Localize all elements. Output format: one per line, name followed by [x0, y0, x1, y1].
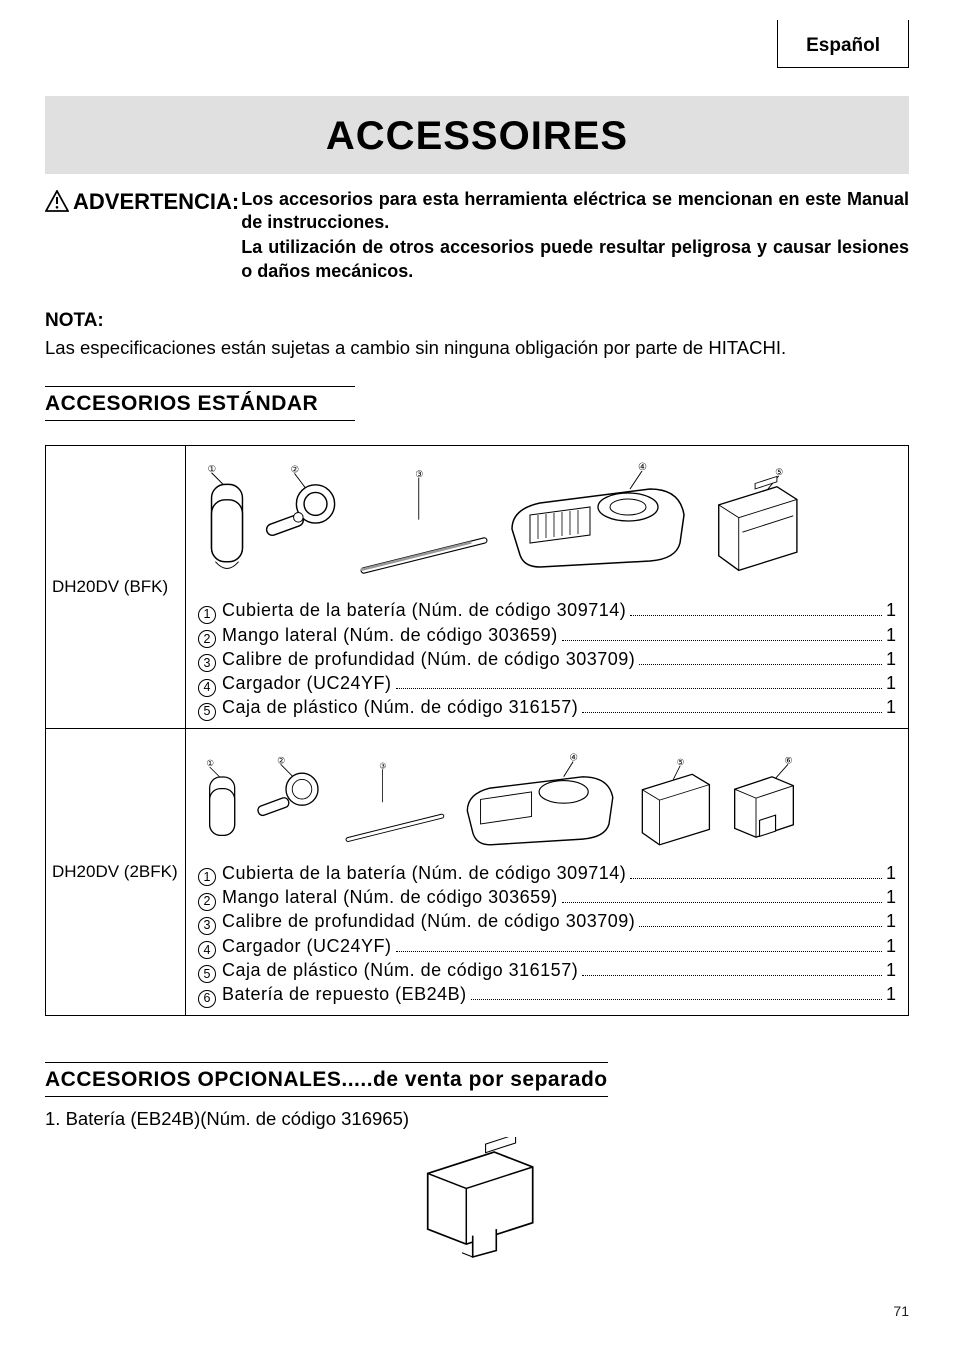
svg-text:②: ② — [277, 755, 285, 765]
list-item: 3 Calibre de profundidad (Núm. de código … — [198, 647, 896, 671]
svg-text:④: ④ — [569, 752, 577, 763]
item-qty: 1 — [886, 598, 896, 622]
item-number-icon: 4 — [198, 679, 216, 697]
accessory-illustrations-row-a: ① ② ③ — [198, 454, 896, 594]
optional-item-1: 1. Batería (EB24B)(Núm. de código 316965… — [45, 1107, 909, 1131]
language-tab: Español — [777, 20, 909, 68]
item-text: Calibre de profundidad (Núm. de código 3… — [222, 909, 635, 933]
item-number-icon: 5 — [198, 965, 216, 983]
item-qty: 1 — [886, 623, 896, 647]
warning-text-1: Los accesorios para esta herramienta elé… — [241, 188, 909, 235]
item-text: Mango lateral (Núm. de código 303659) — [222, 885, 558, 909]
svg-text:④: ④ — [638, 462, 647, 473]
note-block: NOTA: Las especificaciones están sujetas… — [45, 309, 909, 360]
item-text: Caja de plástico (Núm. de código 316157) — [222, 695, 578, 719]
depth-gauge-icon: ③ — [340, 741, 450, 873]
model-name: DH20DV (2BFK) — [46, 729, 186, 1015]
list-item: 2 Mango lateral (Núm. de código 303659) 1 — [198, 885, 896, 909]
list-item: 2 Mango lateral (Núm. de código 303659) 1 — [198, 623, 896, 647]
svg-text:⑥: ⑥ — [784, 755, 792, 765]
battery-eb24b-icon — [402, 1137, 552, 1266]
optional-battery-figure — [45, 1137, 909, 1272]
item-qty: 1 — [886, 909, 896, 933]
list-item: 6 Batería de repuesto (EB24B) 1 — [198, 982, 896, 1006]
accessories-table: DH20DV (BFK) ① ② — [45, 445, 909, 1015]
list-item: 4 Cargador (UC24YF) 1 — [198, 934, 896, 958]
section-heading-standard: ACCESORIOS ESTÁNDAR — [45, 386, 355, 421]
item-number-icon: 2 — [198, 893, 216, 911]
item-number-icon: 4 — [198, 941, 216, 959]
note-label: NOTA: — [45, 309, 909, 334]
side-handle-icon: ② — [254, 741, 334, 873]
list-item: 5 Caja de plástico (Núm. de código 316157… — [198, 695, 896, 719]
spare-battery-icon: ⑥ — [724, 741, 804, 873]
item-number-icon: 3 — [198, 917, 216, 935]
list-item: 1 Cubierta de la batería (Núm. de código … — [198, 598, 896, 622]
list-item: 3 Calibre de profundidad (Núm. de código … — [198, 909, 896, 933]
accessory-item-list-a: 1 Cubierta de la batería (Núm. de código … — [198, 598, 896, 719]
side-handle-icon: ② — [262, 458, 348, 590]
item-qty: 1 — [886, 671, 896, 695]
page-title: ACCESSOIRES — [45, 96, 909, 174]
plastic-case-icon: ⑤ — [706, 458, 806, 590]
item-number-icon: 1 — [198, 606, 216, 624]
battery-cover-icon: ① — [198, 741, 248, 873]
item-text: Batería de repuesto (EB24B) — [222, 982, 467, 1006]
table-row: DH20DV (2BFK) ① ② ③ ④ — [46, 729, 908, 1015]
svg-text:①: ① — [206, 758, 213, 768]
item-qty: 1 — [886, 861, 896, 885]
depth-gauge-icon: ③ — [354, 458, 494, 590]
warning-text-2: La utilización de otros accesorios puede… — [241, 236, 909, 283]
svg-text:⑤: ⑤ — [677, 757, 685, 767]
item-number-icon: 2 — [198, 630, 216, 648]
item-qty: 1 — [886, 647, 896, 671]
item-text: Cargador (UC24YF) — [222, 671, 392, 695]
charger-icon: ④ — [500, 458, 700, 590]
item-text: Cubierta de la batería (Núm. de código 3… — [222, 598, 626, 622]
item-qty: 1 — [886, 885, 896, 909]
section-heading-optional: ACCESORIOS OPCIONALES.....de venta por s… — [45, 1062, 608, 1097]
list-item: 1 Cubierta de la batería (Núm. de código … — [198, 861, 896, 885]
warning-block: ADVERTENCIA: Los accesorios para esta he… — [45, 188, 909, 284]
battery-cover-icon: ① — [198, 458, 256, 590]
item-text: Calibre de profundidad (Núm. de código 3… — [222, 647, 635, 671]
item-qty: 1 — [886, 695, 896, 719]
item-qty: 1 — [886, 934, 896, 958]
svg-text:③: ③ — [379, 761, 386, 770]
svg-text:⑤: ⑤ — [775, 467, 783, 477]
table-row: DH20DV (BFK) ① ② — [46, 446, 908, 728]
accessory-illustrations-row-b: ① ② ③ ④ — [198, 737, 896, 857]
item-number-icon: 5 — [198, 703, 216, 721]
item-text: Mango lateral (Núm. de código 303659) — [222, 623, 558, 647]
charger-icon: ④ — [456, 741, 626, 873]
item-text: Cargador (UC24YF) — [222, 934, 392, 958]
item-text: Cubierta de la batería (Núm. de código 3… — [222, 861, 626, 885]
list-item: 4 Cargador (UC24YF) 1 — [198, 671, 896, 695]
list-item: 5 Caja de plástico (Núm. de código 316157… — [198, 958, 896, 982]
item-qty: 1 — [886, 958, 896, 982]
item-number-icon: 3 — [198, 654, 216, 672]
accessory-item-list-b: 1 Cubierta de la batería (Núm. de código … — [198, 861, 896, 1007]
item-text: Caja de plástico (Núm. de código 316157) — [222, 958, 578, 982]
optional-accessories-section: ACCESORIOS OPCIONALES.....de venta por s… — [45, 1036, 909, 1272]
model-name: DH20DV (BFK) — [46, 446, 186, 727]
svg-text:③: ③ — [415, 469, 423, 479]
item-number-icon: 1 — [198, 868, 216, 886]
item-qty: 1 — [886, 982, 896, 1006]
note-body: Las especificaciones están sujetas a cam… — [45, 336, 909, 360]
warning-label: ADVERTENCIA: — [73, 188, 239, 217]
item-number-icon: 6 — [198, 990, 216, 1008]
warning-triangle-icon — [45, 190, 69, 212]
plastic-case-icon: ⑤ — [632, 741, 718, 873]
page-number: 71 — [45, 1302, 909, 1320]
